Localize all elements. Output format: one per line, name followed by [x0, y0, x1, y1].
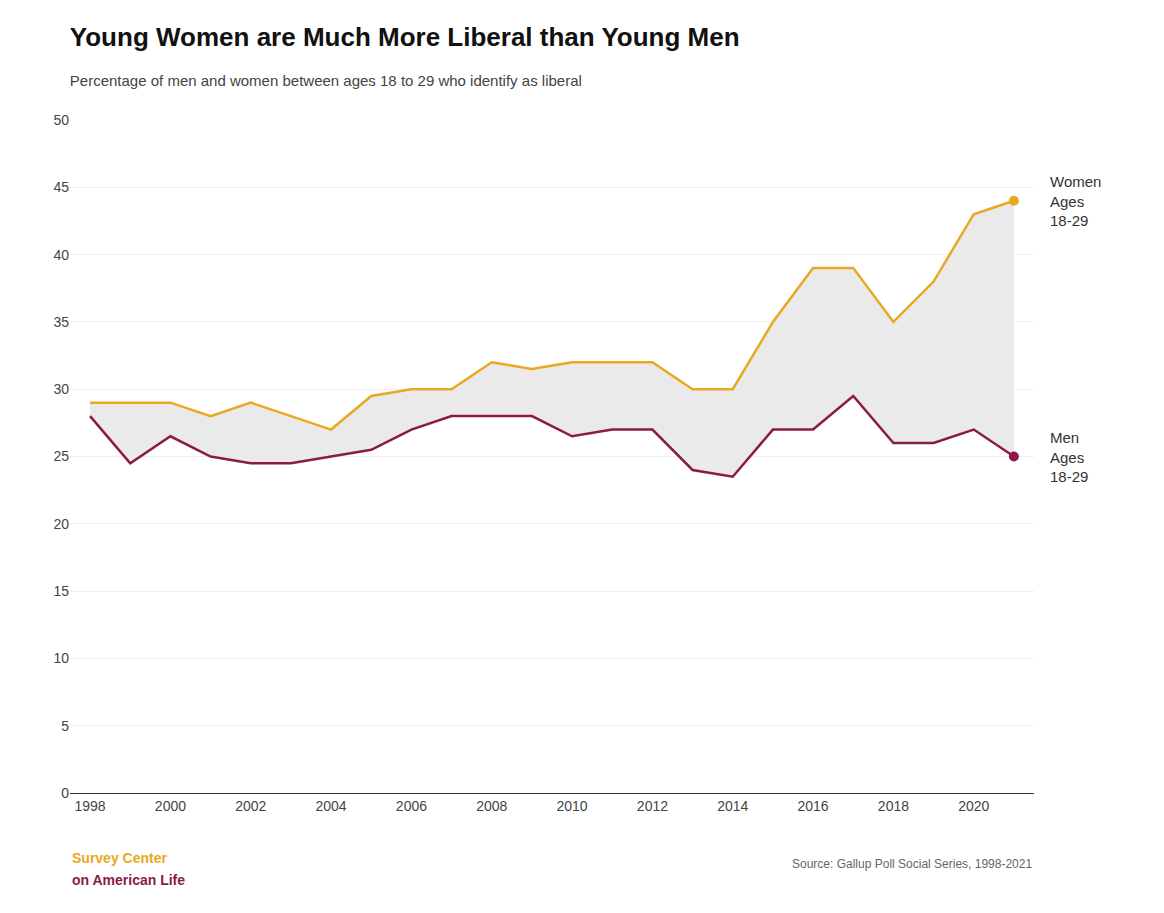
svg-text:45: 45 [53, 179, 69, 195]
svg-text:2014: 2014 [717, 798, 748, 814]
svg-text:Source: Gallup Poll Social Ser: Source: Gallup Poll Social Series, 1998-… [792, 857, 1032, 871]
svg-text:2020: 2020 [958, 798, 989, 814]
svg-text:2006: 2006 [396, 798, 427, 814]
svg-text:25: 25 [53, 448, 69, 464]
svg-text:10: 10 [53, 650, 69, 666]
svg-text:on American Life: on American Life [72, 872, 185, 888]
svg-text:Young Women are Much More Libe: Young Women are Much More Liberal than Y… [70, 22, 740, 52]
svg-text:2004: 2004 [316, 798, 347, 814]
svg-text:20: 20 [53, 516, 69, 532]
svg-text:40: 40 [53, 247, 69, 263]
svg-text:Percentage of men and women be: Percentage of men and women between ages… [70, 72, 582, 89]
svg-text:WomenAges18-29: WomenAges18-29 [1050, 173, 1101, 229]
svg-text:2008: 2008 [476, 798, 507, 814]
svg-text:Survey Center: Survey Center [72, 850, 167, 866]
svg-text:2010: 2010 [557, 798, 588, 814]
svg-text:15: 15 [53, 583, 69, 599]
svg-text:35: 35 [53, 314, 69, 330]
svg-text:30: 30 [53, 381, 69, 397]
svg-text:0: 0 [61, 785, 69, 801]
svg-text:2012: 2012 [637, 798, 668, 814]
svg-text:2016: 2016 [798, 798, 829, 814]
svg-text:5: 5 [61, 718, 69, 734]
svg-text:2000: 2000 [155, 798, 186, 814]
svg-text:2018: 2018 [878, 798, 909, 814]
svg-text:50: 50 [53, 112, 69, 128]
svg-text:MenAges18-29: MenAges18-29 [1050, 429, 1088, 485]
svg-text:2002: 2002 [235, 798, 266, 814]
svg-text:1998: 1998 [75, 798, 106, 814]
